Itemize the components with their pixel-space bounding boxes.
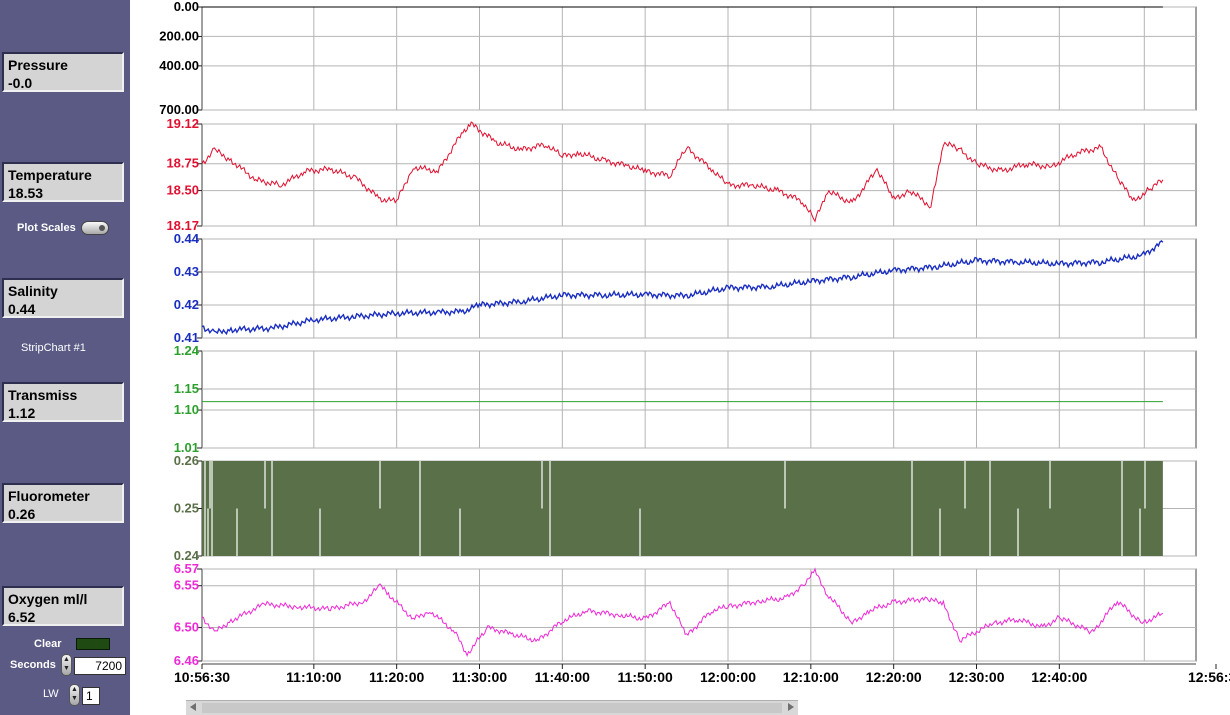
plot-scales-toggle[interactable] xyxy=(81,221,109,235)
x-tick-label: 11:50:00 xyxy=(618,669,673,685)
temperature-ytick-label: 18.50 xyxy=(166,183,199,198)
seconds-input[interactable]: 7200 xyxy=(74,657,126,675)
transmiss-ytick-label: 1.24 xyxy=(174,343,200,358)
plot-background xyxy=(202,4,1196,664)
temperature-indicator: Temperature 18.53 xyxy=(2,162,124,202)
x-tick-label: 12:30:00 xyxy=(948,669,1004,685)
salinity-series-line xyxy=(201,239,1164,336)
oxygen-ytick-label: 6.57 xyxy=(174,561,199,576)
fluorometer-value: 0.26 xyxy=(8,506,36,522)
stripchart-label: StripChart #1 xyxy=(21,342,86,354)
x-tick-label: 10:56:30 xyxy=(174,669,230,685)
seconds-label: Seconds xyxy=(10,659,56,671)
seconds-stepper-icon[interactable]: ▲ ▼ xyxy=(61,654,72,676)
lw-input[interactable]: 1 xyxy=(82,687,100,705)
salinity-ytick-label: 0.44 xyxy=(174,231,200,246)
x-tick-label: 11:20:00 xyxy=(369,669,424,685)
fluorometer-series-fill xyxy=(202,461,1163,556)
x-tick-label: 12:10:00 xyxy=(783,669,839,685)
fluorometer-indicator: Fluorometer 0.26 xyxy=(2,483,124,523)
salinity-ytick-label: 0.41 xyxy=(174,330,199,345)
salinity-label: Salinity xyxy=(8,283,58,299)
oxygen-ytick-label: 6.46 xyxy=(174,653,199,668)
x-tick-label: 11:40:00 xyxy=(535,669,590,685)
temperature-label: Temperature xyxy=(8,167,92,183)
transmiss-ytick-label: 1.01 xyxy=(174,440,199,455)
oxygen-label: Oxygen ml/l xyxy=(8,591,88,607)
scrollbar-thumb[interactable] xyxy=(202,703,782,713)
pressure-label: Pressure xyxy=(8,57,68,73)
fluorometer-label: Fluorometer xyxy=(8,488,90,504)
oxygen-ytick-label: 6.55 xyxy=(174,578,199,593)
scroll-left-arrow-icon[interactable] xyxy=(190,703,196,711)
plot-scales-label: Plot Scales xyxy=(17,222,76,234)
temperature-series-line xyxy=(201,121,1164,223)
fluorometer-ytick-label: 0.24 xyxy=(174,548,200,563)
lw-stepper-icon[interactable]: ▲ ▼ xyxy=(69,684,80,706)
fluorometer-panel: 0.26 0.25 0.24 xyxy=(174,453,1197,563)
pressure-ytick-label: 400.00 xyxy=(159,58,199,73)
temperature-ytick-label: 18.17 xyxy=(166,218,199,233)
salinity-value: 0.44 xyxy=(8,301,36,317)
x-tick-label: 11:10:00 xyxy=(286,669,341,685)
transmiss-panel: 1.24 1.15 1.10 1.01 xyxy=(174,343,1197,455)
pressure-indicator: Pressure -0.0 xyxy=(2,52,124,92)
salinity-panel: 0.44 0.43 0.42 0.41 xyxy=(174,231,1197,345)
transmiss-ytick-label: 1.10 xyxy=(174,402,199,417)
temperature-ytick-label: 19.12 xyxy=(166,116,199,131)
sidebar: Pressure -0.0 Temperature 18.53 Plot Sca… xyxy=(0,0,130,715)
clear-button[interactable] xyxy=(76,638,110,650)
fluorometer-ytick-label: 0.26 xyxy=(174,453,199,468)
clear-label: Clear xyxy=(34,638,62,650)
horizontal-scrollbar[interactable] xyxy=(186,700,798,715)
transmiss-ytick-label: 1.15 xyxy=(174,381,199,396)
lw-label: LW xyxy=(43,688,59,700)
pressure-ytick-label: 0.00 xyxy=(174,0,199,14)
oxygen-series-line xyxy=(201,567,1164,658)
x-tick-label: 11:30:00 xyxy=(452,669,507,685)
oxygen-panel: 6.57 6.55 6.50 6.46 xyxy=(174,561,1197,668)
transmiss-value: 1.12 xyxy=(8,405,36,421)
temperature-ytick-label: 18.75 xyxy=(166,156,199,171)
oxygen-value: 6.52 xyxy=(8,609,36,625)
scroll-right-arrow-icon[interactable] xyxy=(788,703,794,711)
oxygen-indicator: Oxygen ml/l 6.52 xyxy=(2,586,124,626)
temperature-value: 18.53 xyxy=(8,185,44,201)
pressure-ytick-label: 200.00 xyxy=(159,28,199,43)
oxygen-ytick-label: 6.50 xyxy=(174,620,199,635)
transmiss-label: Transmiss xyxy=(8,387,78,403)
pressure-ytick-label: 700.00 xyxy=(159,102,199,117)
fluorometer-ytick-label: 0.25 xyxy=(174,501,199,516)
salinity-ytick-label: 0.42 xyxy=(174,297,199,312)
x-tick-label: 12:40:00 xyxy=(1031,669,1087,685)
pressure-panel: 0.00 200.00 400.00 700.00 xyxy=(159,0,1197,117)
x-tick-label: 12:20:00 xyxy=(866,669,922,685)
transmiss-indicator: Transmiss 1.12 xyxy=(2,382,124,422)
x-tick-label: 12:00:00 xyxy=(700,669,756,685)
temperature-panel: 19.12 18.75 18.50 18.17 xyxy=(166,116,1197,233)
pressure-value: -0.0 xyxy=(8,75,33,91)
salinity-indicator: Salinity 0.44 xyxy=(2,278,124,318)
x-tick-label: 12:56:30 xyxy=(1188,669,1230,685)
salinity-ytick-label: 0.43 xyxy=(174,264,199,279)
